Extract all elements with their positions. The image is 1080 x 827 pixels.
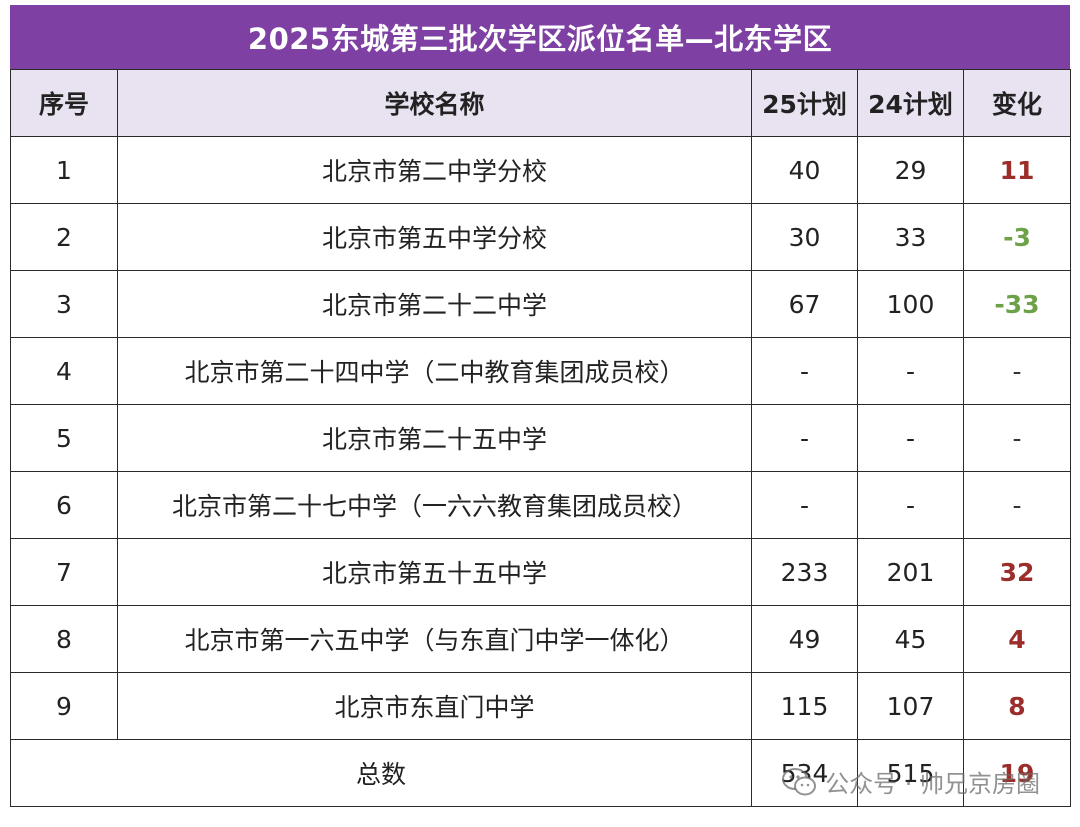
cell-plan25: 30 [751, 203, 858, 271]
cell-total-plan24: 515 [857, 739, 964, 807]
cell-change: 8 [963, 672, 1071, 740]
cell-school-name: 北京市第五中学分校 [117, 203, 752, 271]
cell-plan25: 233 [751, 538, 858, 606]
cell-index: 7 [10, 538, 118, 606]
table-row: 6 北京市第二十七中学（一六六教育集团成员校） - - - [10, 471, 1071, 539]
cell-plan24: 29 [857, 136, 964, 204]
cell-plan24: - [857, 404, 964, 472]
cell-plan24: 107 [857, 672, 964, 740]
cell-index: 2 [10, 203, 118, 271]
cell-school-name: 北京市第一六五中学（与东直门中学一体化） [117, 605, 752, 673]
cell-change: - [963, 337, 1071, 405]
cell-plan24: 33 [857, 203, 964, 271]
table-row: 9 北京市东直门中学 115 107 8 [10, 672, 1071, 740]
cell-school-name: 北京市第五十五中学 [117, 538, 752, 606]
cell-school-name: 北京市第二十五中学 [117, 404, 752, 472]
cell-plan24: - [857, 337, 964, 405]
header-plan24: 24计划 [857, 69, 964, 137]
cell-index: 3 [10, 270, 118, 338]
cell-school-name: 北京市第二中学分校 [117, 136, 752, 204]
cell-plan25: 40 [751, 136, 858, 204]
cell-change: -33 [963, 270, 1071, 338]
cell-change: 32 [963, 538, 1071, 606]
school-allocation-table: 序号 学校名称 25计划 24计划 变化 1 北京市第二中学分校 40 29 11 2 北京… [10, 69, 1071, 807]
cell-plan25: 49 [751, 605, 858, 673]
cell-index: 6 [10, 471, 118, 539]
cell-change: -3 [963, 203, 1071, 271]
header-plan25: 25计划 [751, 69, 858, 137]
table-title: 2025东城第三批次学区派位名单—北东学区 [10, 5, 1070, 69]
cell-plan24: - [857, 471, 964, 539]
table-row: 3 北京市第二十二中学 67 100 -33 [10, 270, 1071, 338]
cell-index: 1 [10, 136, 118, 204]
header-index: 序号 [10, 69, 118, 137]
cell-change: - [963, 471, 1071, 539]
table-row: 5 北京市第二十五中学 - - - [10, 404, 1071, 472]
cell-plan24: 45 [857, 605, 964, 673]
table-body: 1 北京市第二中学分校 40 29 11 2 北京市第五中学分校 30 33 -3 3 北京市第二十二… [10, 136, 1071, 807]
cell-index: 9 [10, 672, 118, 740]
cell-plan25: - [751, 337, 858, 405]
table-row: 8 北京市第一六五中学（与东直门中学一体化） 49 45 4 [10, 605, 1071, 673]
cell-index: 5 [10, 404, 118, 472]
header-row: 序号 学校名称 25计划 24计划 变化 [10, 69, 1071, 137]
cell-plan25: - [751, 404, 858, 472]
cell-school-name: 北京市第二十七中学（一六六教育集团成员校） [117, 471, 752, 539]
cell-index: 8 [10, 605, 118, 673]
wechat-icon [781, 767, 817, 797]
cell-school-name: 北京市东直门中学 [117, 672, 752, 740]
cell-plan25: 115 [751, 672, 858, 740]
cell-change: 11 [963, 136, 1071, 204]
table-row: 7 北京市第五十五中学 233 201 32 [10, 538, 1071, 606]
cell-plan24: 201 [857, 538, 964, 606]
cell-change: - [963, 404, 1071, 472]
table-row: 1 北京市第二中学分校 40 29 11 [10, 136, 1071, 204]
cell-school-name: 北京市第二十二中学 [117, 270, 752, 338]
header-school: 学校名称 [117, 69, 752, 137]
cell-change: 4 [963, 605, 1071, 673]
watermark: 公众号 · 帅兄京房圈 [781, 764, 1040, 799]
table-row: 2 北京市第五中学分校 30 33 -3 [10, 203, 1071, 271]
cell-plan24: 100 [857, 270, 964, 338]
cell-school-name: 北京市第二十四中学（二中教育集团成员校） [117, 337, 752, 405]
watermark-text: 公众号 · 帅兄京房圈 [825, 770, 1040, 798]
cell-total-label: 总数 [10, 739, 752, 807]
cell-plan25: - [751, 471, 858, 539]
header-change: 变化 [963, 69, 1071, 137]
cell-index: 4 [10, 337, 118, 405]
document-page: 2025东城第三批次学区派位名单—北东学区 序号 学校名称 25计划 24计划 … [10, 5, 1071, 817]
cell-plan25: 67 [751, 270, 858, 338]
table-row: 4 北京市第二十四中学（二中教育集团成员校） - - - [10, 337, 1071, 405]
cell-total-change: 19 [963, 739, 1071, 807]
